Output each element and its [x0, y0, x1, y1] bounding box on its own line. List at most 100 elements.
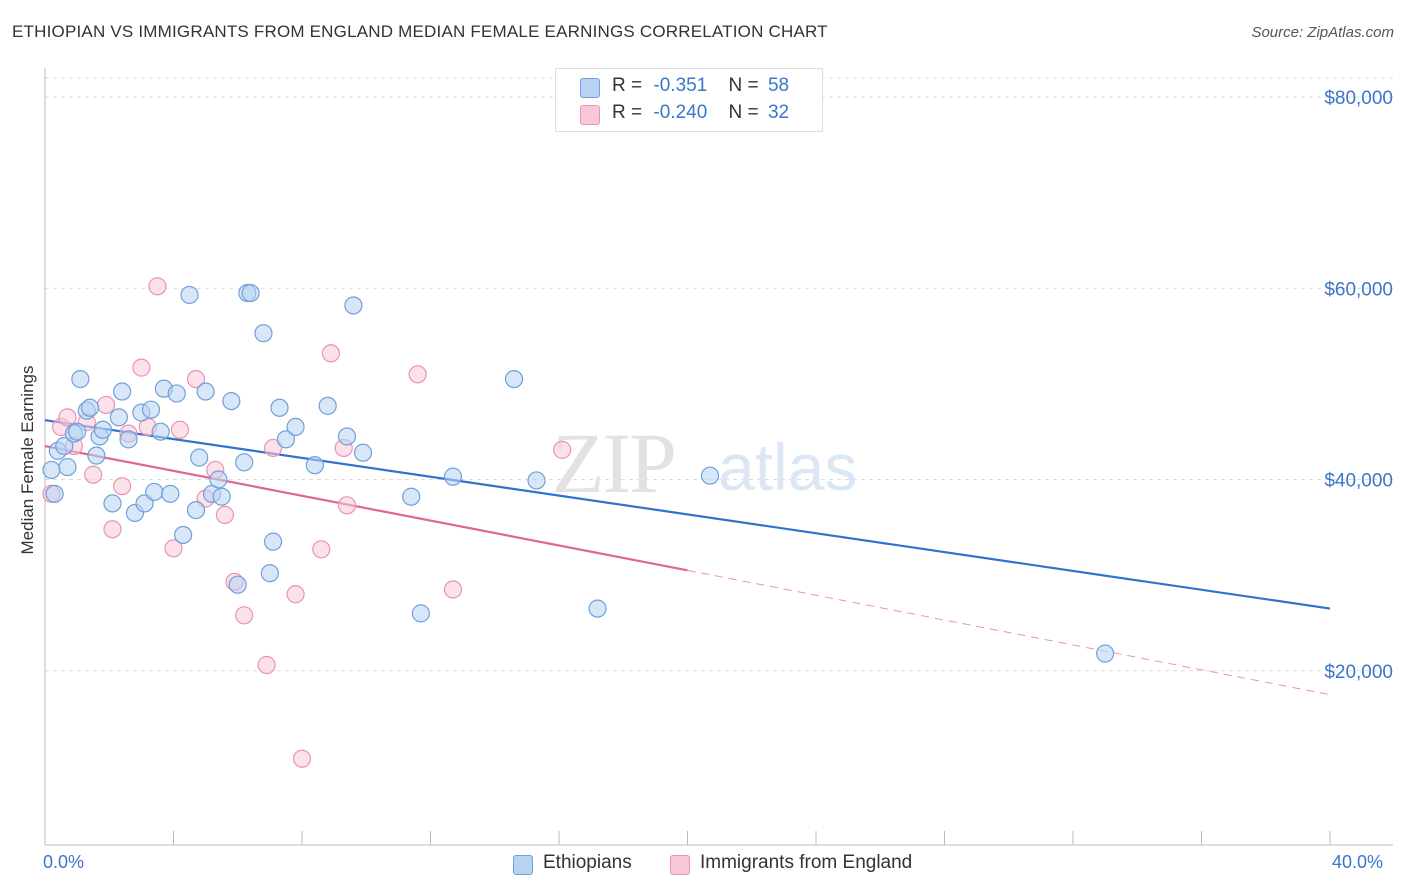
data-point-ethiopians: [276, 430, 296, 449]
trend-line-england: [44, 444, 688, 572]
series-england-points: [42, 277, 572, 768]
data-point-ethiopians: [196, 382, 215, 401]
data-point-ethiopians: [180, 285, 199, 305]
data-point-ethiopians: [305, 456, 324, 475]
data-point-ethiopians: [344, 296, 363, 315]
y-tick-label: $20,000: [1324, 662, 1393, 683]
data-point-england: [84, 465, 103, 484]
data-point-ethiopians: [58, 457, 77, 477]
data-point-ethiopians: [103, 494, 122, 513]
legend-swatch-england: [580, 105, 600, 125]
data-point-ethiopians: [87, 446, 106, 465]
data-point-england: [553, 440, 572, 459]
data-point-ethiopians: [700, 466, 720, 485]
legend-swatch-ethiopians: [580, 78, 600, 98]
data-point-england: [408, 365, 427, 384]
data-point-ethiopians: [151, 422, 170, 441]
y-tick-labels: $20,000 $40,000 $60,000 $80,000: [1324, 88, 1393, 683]
x-tick-min: 0.0%: [43, 852, 85, 872]
legend-n-value: 58: [767, 75, 790, 96]
y-tick-label: $60,000: [1324, 279, 1393, 300]
series-ethiopians-points: [42, 283, 1115, 663]
data-point-england: [292, 749, 312, 768]
data-point-england: [235, 606, 254, 625]
data-point-ethiopians: [241, 283, 260, 303]
data-point-ethiopians: [55, 436, 74, 456]
data-point-ethiopians: [71, 369, 90, 389]
data-point-ethiopians: [112, 382, 132, 401]
data-point-ethiopians: [254, 324, 273, 343]
data-point-ethiopians: [186, 501, 206, 520]
data-point-england: [170, 420, 190, 439]
chart-title: ETHIOPIAN VS IMMIGRANTS FROM ENGLAND MED…: [12, 22, 828, 41]
data-point-ethiopians: [504, 369, 524, 389]
data-point-ethiopians: [411, 604, 430, 623]
legend-n-label: N =: [728, 102, 759, 123]
data-point-ethiopians: [228, 575, 247, 594]
data-point-england: [58, 408, 77, 427]
axes: [44, 68, 1393, 846]
data-point-england: [96, 395, 116, 415]
data-point-ethiopians: [1096, 644, 1115, 663]
data-point-england: [215, 505, 234, 524]
bottom-legend-label-england: Immigrants from England: [700, 852, 913, 873]
data-point-england: [321, 344, 341, 363]
x-tick-max: 40.0%: [1332, 852, 1384, 872]
y-tick-label: $40,000: [1324, 471, 1393, 492]
data-point-ethiopians: [212, 487, 231, 506]
chart-source: Source: ZipAtlas.com: [1251, 24, 1394, 41]
y-tick-label: $80,000: [1324, 88, 1393, 109]
data-point-england: [148, 277, 167, 296]
legend-r-label: R =: [612, 75, 643, 96]
data-point-ethiopians: [222, 391, 241, 411]
data-point-ethiopians: [263, 532, 283, 551]
bottom-legend-swatch-ethiopians: [513, 855, 533, 875]
data-point-ethiopians: [45, 484, 64, 503]
data-point-ethiopians: [402, 487, 421, 506]
data-point-ethiopians: [42, 460, 61, 480]
data-point-ethiopians: [270, 398, 289, 417]
grid-lines: [45, 77, 1393, 672]
data-point-ethiopians: [145, 482, 164, 502]
data-point-ethiopians: [235, 453, 254, 472]
correlation-legend: R = -0.351 N = 58 R = -0.240 N = 32: [555, 68, 823, 132]
data-point-ethiopians: [174, 525, 193, 545]
data-point-england: [164, 539, 183, 558]
legend-r-value: -0.351: [653, 75, 708, 96]
legend-r-value: -0.240: [653, 102, 708, 123]
data-point-ethiopians: [190, 448, 209, 467]
trend-line-ethiopians: [44, 419, 1331, 610]
data-point-england: [132, 358, 151, 377]
watermark-zip: ZIP: [552, 415, 675, 511]
data-point-ethiopians: [209, 470, 228, 489]
data-point-ethiopians: [93, 420, 112, 439]
bottom-legend-label-ethiopians: Ethiopians: [543, 852, 632, 873]
data-point-ethiopians: [141, 400, 161, 419]
data-point-england: [263, 438, 283, 458]
data-point-england: [312, 540, 331, 559]
data-point-england: [103, 520, 122, 539]
watermark-atlas: atlas: [718, 430, 857, 504]
legend-n-label: N =: [728, 75, 759, 96]
data-point-ethiopians: [119, 430, 138, 449]
data-point-ethiopians: [161, 484, 180, 503]
data-point-england: [286, 585, 305, 604]
data-point-ethiopians: [353, 443, 373, 462]
legend-r-label: R =: [612, 102, 643, 123]
data-point-ethiopians: [167, 384, 186, 403]
data-point-ethiopians: [588, 599, 607, 618]
data-point-ethiopians: [443, 467, 463, 486]
data-point-ethiopians: [260, 564, 279, 583]
legend-n-value: 32: [767, 102, 790, 123]
trend-lines: [44, 419, 1331, 696]
data-point-ethiopians: [337, 427, 357, 446]
data-point-england: [443, 580, 463, 599]
data-point-ethiopians: [286, 417, 305, 437]
data-point-england: [337, 496, 357, 515]
data-point-england: [186, 369, 206, 389]
data-point-england: [257, 655, 276, 675]
data-point-england: [112, 477, 132, 496]
data-point-ethiopians: [527, 471, 546, 490]
data-point-ethiopians: [80, 398, 100, 417]
